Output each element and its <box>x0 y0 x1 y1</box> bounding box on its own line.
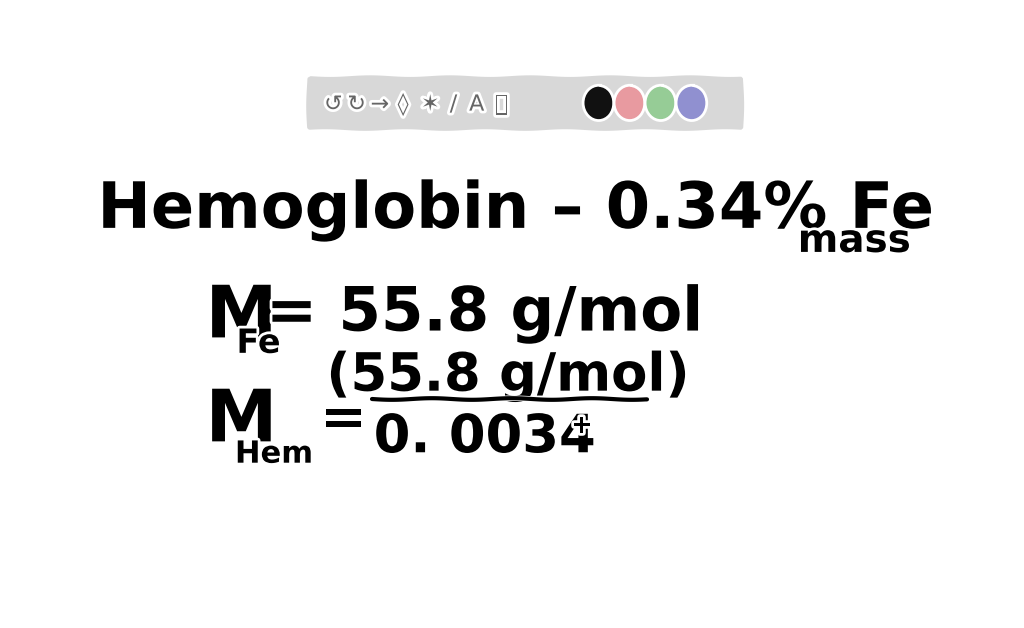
Text: ✶: ✶ <box>421 95 439 115</box>
Ellipse shape <box>647 87 675 119</box>
Text: ⌖: ⌖ <box>495 95 508 115</box>
Ellipse shape <box>586 87 613 119</box>
Text: ↺: ↺ <box>324 95 343 115</box>
Text: mass: mass <box>798 222 910 260</box>
Text: Hem: Hem <box>234 440 312 468</box>
Ellipse shape <box>616 87 644 119</box>
Text: M: M <box>206 387 278 457</box>
Text: M: M <box>206 283 278 352</box>
Text: →: → <box>371 95 389 115</box>
Text: A: A <box>469 95 484 115</box>
Text: 0. 0034: 0. 0034 <box>374 411 595 463</box>
Text: Fe: Fe <box>237 327 281 360</box>
Text: ↻: ↻ <box>347 95 366 115</box>
FancyBboxPatch shape <box>307 76 743 130</box>
Text: /: / <box>450 95 458 115</box>
Text: = 55.8 g/mol: = 55.8 g/mol <box>266 284 703 344</box>
Text: =: = <box>321 393 367 447</box>
Text: Hemoglobin – 0.34% Fe: Hemoglobin – 0.34% Fe <box>97 179 934 241</box>
Text: +: + <box>571 414 592 438</box>
Text: ◊: ◊ <box>397 93 409 116</box>
Text: (55.8 g/mol): (55.8 g/mol) <box>327 350 689 402</box>
Ellipse shape <box>678 87 707 119</box>
